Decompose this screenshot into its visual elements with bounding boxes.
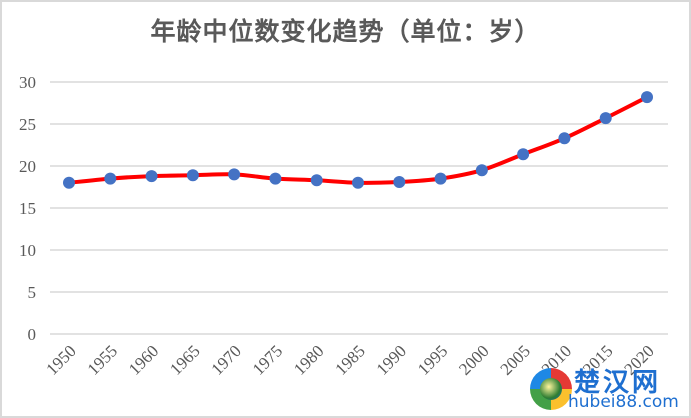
watermark: 楚汉网 hubei88.com (528, 362, 688, 416)
data-point (145, 170, 158, 183)
gridlines (50, 81, 668, 335)
watermark-cn: 楚汉网 (574, 368, 662, 398)
y-tick-label: 30 (19, 73, 36, 92)
x-tick-label: 1995 (414, 341, 451, 378)
data-point (186, 169, 199, 182)
data-point (517, 148, 530, 161)
x-tick-label: 1975 (249, 341, 286, 378)
y-tick-label: 20 (19, 157, 36, 176)
x-tick-label: 1980 (290, 341, 327, 378)
y-tick-label: 10 (19, 241, 36, 260)
data-point (475, 164, 488, 177)
data-point (63, 176, 75, 189)
x-tick-label: 1985 (331, 341, 368, 378)
y-tick-label: 0 (28, 325, 37, 344)
x-tick-label: 1965 (166, 341, 203, 378)
data-point (269, 172, 282, 185)
data-point (558, 132, 571, 145)
data-point (599, 112, 612, 125)
data-point (641, 91, 653, 104)
data-point (228, 168, 241, 181)
x-tick-label: 1960 (125, 341, 162, 378)
x-tick-label: 1950 (42, 341, 79, 378)
data-point (310, 174, 323, 187)
x-tick-label: 1990 (373, 341, 410, 378)
x-tick-label: 1955 (84, 341, 121, 378)
watermark-logo-icon (530, 368, 572, 410)
data-point (104, 172, 117, 185)
chart-title: 年龄中位数变化趋势（单位：岁） (150, 17, 541, 46)
data-markers (63, 91, 653, 189)
data-point (393, 175, 406, 188)
data-point (352, 176, 364, 189)
x-tick-label: 1970 (207, 341, 244, 378)
y-axis-ticks: 0 5 10 15 20 25 30 (19, 73, 36, 344)
x-tick-label: 2000 (455, 341, 492, 378)
data-point (434, 172, 447, 185)
y-tick-label: 5 (28, 283, 37, 302)
y-tick-label: 15 (19, 199, 36, 218)
watermark-url: hubei88.com (568, 392, 679, 412)
y-tick-label: 25 (19, 115, 36, 134)
